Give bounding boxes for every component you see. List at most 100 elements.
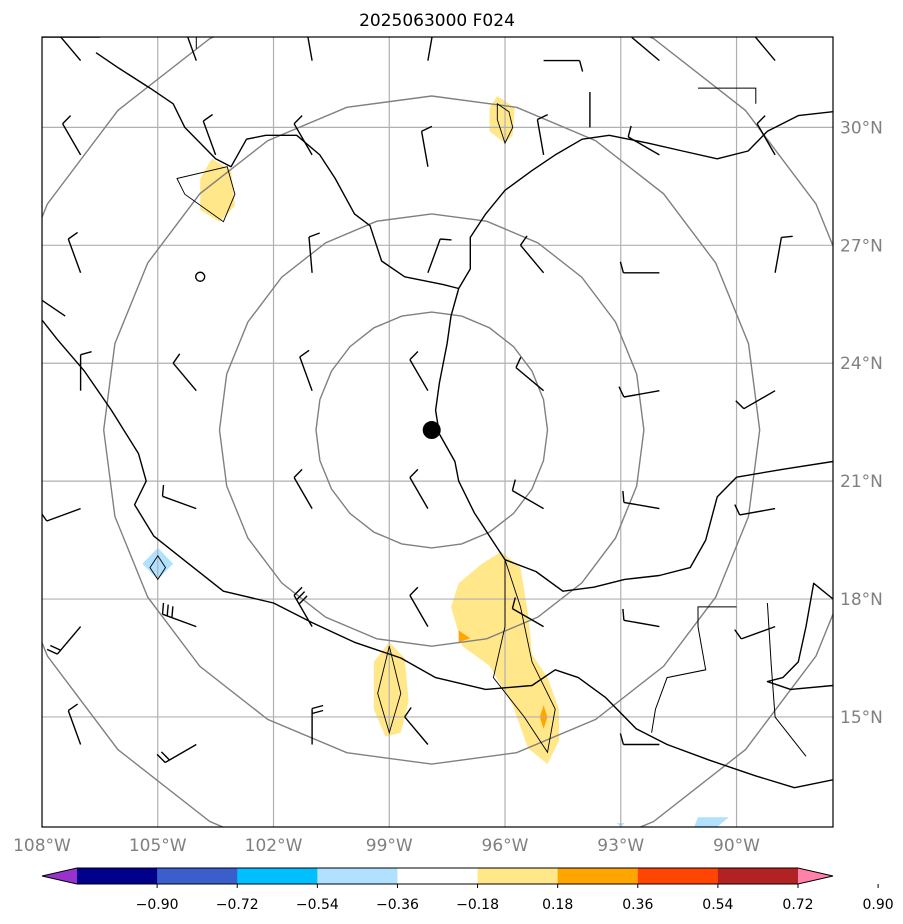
wind-barb	[756, 115, 776, 156]
latitude-label: 24°N	[840, 354, 883, 374]
colorbar-label: −0.54	[296, 897, 339, 913]
wind-barb	[293, 586, 313, 627]
wind-barb-shaft	[293, 595, 313, 627]
wind-barb-shaft	[56, 626, 82, 655]
wind-barb-shaft	[774, 237, 783, 273]
coastline	[434, 288, 833, 592]
wind-barb-shaft	[623, 390, 660, 398]
wind-barb-feather	[311, 704, 324, 710]
political-borders	[99, 37, 807, 757]
longitude-label: 90°W	[713, 836, 760, 856]
wind-barb-shaft	[164, 743, 197, 764]
wind-barb-feather	[67, 703, 79, 712]
plot-frame	[41, 36, 834, 828]
coastlines	[42, 37, 833, 789]
shaded-region-yellow	[373, 642, 409, 737]
wind-barb	[427, 238, 452, 274]
wind-barb	[409, 351, 429, 392]
colorbar-label: 0.18	[542, 897, 573, 913]
wind-barb-shaft	[409, 359, 429, 392]
wind-barb	[42, 507, 81, 522]
longitude-tick-labels: 108°W 105°W 102°W 99°W 96°W 93°W 90°W	[13, 836, 760, 856]
wind-barb-feather	[752, 24, 759, 33]
latitude-label: 18°N	[840, 590, 883, 610]
wind-barb	[622, 490, 660, 510]
shaded-region-yellow	[200, 158, 235, 222]
wind-barb	[409, 586, 429, 627]
wind-barb-shaft	[404, 716, 429, 745]
wind-barb-shaft	[623, 501, 660, 510]
wind-barb-feather	[293, 586, 303, 596]
wind-barb-shaft	[512, 607, 544, 628]
wind-barb	[619, 261, 660, 274]
colorbar-segment	[717, 868, 799, 884]
contour-outlines	[149, 102, 556, 754]
wind-barb	[308, 232, 320, 273]
wind-barb-feather	[172, 353, 181, 364]
coastline	[42, 319, 833, 789]
wind-barb-feather	[511, 479, 516, 491]
colorbar-segment	[77, 868, 158, 884]
border-line	[766, 602, 807, 757]
wind-barb-shaft	[202, 120, 217, 156]
range-ring	[315, 311, 549, 549]
shaded-region-yellow	[489, 96, 515, 144]
wind-barb-feather	[404, 707, 412, 718]
wind-barb-feather	[80, 351, 92, 356]
contour-line	[149, 554, 167, 581]
wind-barb-feather	[202, 113, 214, 122]
colorbar-label: −0.72	[216, 897, 259, 913]
wind-barb-feather	[409, 468, 419, 478]
colorbar-outline	[41, 867, 834, 885]
wind-barb-feather	[627, 125, 632, 138]
wind-barb	[299, 349, 313, 391]
wind-barb-feather	[409, 586, 419, 596]
wind-barb	[734, 504, 776, 516]
border-line	[99, 37, 197, 49]
border-line	[698, 87, 757, 104]
wind-barb-feather	[409, 351, 419, 361]
map-title: 2025063000 F024	[359, 11, 515, 31]
wind-barb-feather	[166, 604, 169, 616]
wind-barb-feather	[62, 115, 72, 125]
wind-barb-shaft	[67, 238, 82, 274]
wind-barb-feather	[184, 20, 193, 27]
wind-barb-shaft	[427, 238, 441, 274]
wind-barb	[46, 626, 82, 655]
wind-barb-feather	[46, 648, 58, 655]
wind-barb-shaft	[743, 390, 776, 410]
wind-barb-shaft	[61, 123, 82, 156]
wind-barb	[619, 733, 660, 746]
colorbar-label: 0.72	[782, 897, 813, 913]
wind-barb	[622, 608, 660, 628]
wind-barb	[511, 597, 544, 628]
wind-barb-shaft	[512, 489, 544, 510]
wind-barb-feather	[298, 595, 308, 605]
wind-barb-shaft	[631, 37, 660, 62]
wind-barb-feather	[735, 400, 745, 410]
wind-barb	[511, 479, 544, 510]
latitude-tick-labels: 15°N 18°N 21°N 24°N 27°N 30°N	[840, 118, 883, 728]
wind-barb-feather	[511, 597, 516, 609]
colorbar-segment	[477, 868, 559, 884]
wind-barb	[420, 125, 433, 167]
shaded-region-orange	[458, 630, 471, 643]
wind-barb-shaft	[420, 131, 429, 167]
colorbar-segment	[237, 868, 318, 884]
wind-barb-feather	[160, 751, 170, 761]
latitude-label: 15°N	[840, 708, 883, 728]
coastline	[766, 582, 833, 691]
longitude-label: 108°W	[13, 836, 71, 856]
wind-barb	[404, 707, 429, 745]
colorbar-label: −0.36	[376, 897, 419, 913]
range-ring	[42, 37, 833, 827]
wind-barb	[519, 235, 545, 274]
latitude-label: 21°N	[840, 472, 883, 492]
colorbar-segment	[157, 868, 238, 884]
wind-barb-feather	[308, 232, 320, 238]
wind-barb-shaft	[627, 136, 660, 156]
wind-barb	[774, 235, 793, 273]
longitude-label: 93°W	[597, 836, 644, 856]
wind-barb-feather	[440, 238, 452, 241]
wind-barb	[543, 59, 584, 72]
